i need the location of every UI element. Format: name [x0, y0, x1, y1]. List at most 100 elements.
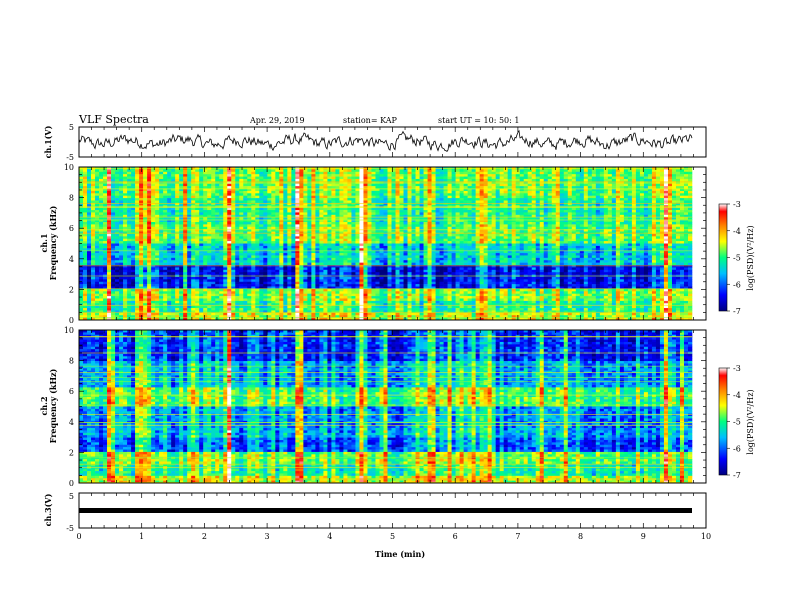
spectrogram-cell	[183, 310, 188, 314]
spectrogram-cell	[355, 300, 360, 304]
spectrogram-cell	[231, 262, 236, 266]
spectrogram-cell	[103, 198, 108, 201]
spectrogram-cell	[235, 176, 240, 180]
spectrogram-cell	[91, 178, 96, 182]
spectrogram-cell	[235, 245, 240, 249]
spectrogram-cell	[347, 190, 352, 194]
spectrogram-cell	[259, 286, 264, 290]
spectrogram-cell	[87, 291, 92, 294]
spectrogram-cell	[223, 174, 228, 177]
spectrogram-cell	[355, 171, 360, 175]
spectrogram-cell	[95, 221, 100, 225]
spectrogram-cell	[103, 312, 108, 316]
spectrogram-cell	[227, 250, 232, 254]
spectrogram-cell	[227, 178, 232, 182]
spectrogram-cell	[151, 186, 156, 189]
spectrogram-cell	[299, 250, 304, 254]
spectrogram-cell	[343, 279, 348, 283]
spectrogram-cell	[375, 291, 380, 294]
spectrogram-cell	[187, 241, 192, 244]
spectrogram-cell	[119, 200, 124, 204]
spectrogram-cell	[103, 186, 108, 189]
spectrogram-cell	[359, 174, 364, 177]
spectrogram-cell	[323, 243, 328, 247]
spectrogram-cell	[299, 303, 304, 306]
spectrogram-cell	[367, 260, 372, 263]
spectrogram-cell	[375, 226, 380, 230]
spectrogram-cell	[259, 183, 264, 187]
spectrogram-cell	[279, 243, 284, 247]
spectrogram-cell	[203, 315, 208, 318]
spectrogram-cell	[251, 183, 256, 187]
spectrogram-cell	[195, 310, 200, 314]
spectrogram-cell	[215, 253, 220, 256]
spectrogram-cell	[295, 310, 300, 314]
spectrogram-cell	[231, 317, 236, 321]
spectrogram-cell	[243, 241, 248, 244]
spectrogram-cell	[375, 281, 380, 285]
spectrogram-cell	[299, 195, 304, 199]
spectrogram-cell	[275, 176, 280, 180]
spectrogram-cell	[371, 255, 376, 259]
spectrogram-cell	[371, 193, 376, 196]
spectrogram-cell	[147, 303, 152, 306]
spectrogram-cell	[335, 303, 340, 306]
spectrogram-cell	[171, 245, 176, 249]
spectrogram-cell	[139, 195, 144, 199]
spectrogram-cell	[95, 312, 100, 316]
spectrogram-cell	[87, 233, 92, 237]
spectrogram-cell	[327, 267, 332, 271]
spectrogram-cell	[363, 188, 368, 192]
spectrogram-cell	[215, 248, 220, 251]
spectrogram-cell	[379, 293, 384, 297]
spectrogram-cell	[231, 281, 236, 285]
spectrogram-cell	[191, 296, 196, 299]
spectrogram-cell	[235, 169, 240, 173]
spectrogram-cell	[227, 257, 232, 261]
spectrogram-cell	[351, 310, 356, 314]
spectrogram-cell	[175, 296, 180, 299]
spectrogram-cell	[155, 279, 160, 283]
spectrogram-cell	[107, 193, 112, 196]
spectrogram-cell	[215, 298, 220, 302]
spectrogram-cell	[295, 221, 300, 225]
spectrogram-cell	[111, 226, 116, 230]
spectrogram-cell	[227, 221, 232, 225]
spectrogram-cell	[99, 265, 104, 268]
spectrogram-cell	[327, 241, 332, 244]
spectrogram-cell	[199, 298, 204, 302]
spectrogram-cell	[127, 217, 132, 220]
spectrogram-cell	[335, 186, 340, 189]
spectrogram-cell	[319, 248, 324, 251]
spectrogram-cell	[255, 253, 260, 256]
spectrogram-cell	[263, 279, 268, 283]
spectrogram-cell	[179, 253, 184, 256]
spectrogram-cell	[247, 276, 252, 280]
spectrogram-cell	[331, 169, 336, 173]
spectrogram-cell	[307, 291, 312, 294]
spectrogram-cell	[83, 312, 88, 316]
spectrogram-cell	[319, 257, 324, 261]
spectrogram-cell	[223, 267, 228, 271]
spectrogram-cell	[379, 236, 384, 240]
spectrogram-cell	[211, 293, 216, 297]
spectrogram-cell	[223, 169, 228, 173]
spectrogram-cell	[99, 298, 104, 302]
spectrogram-cell	[315, 243, 320, 247]
spectrogram-cell	[363, 291, 368, 294]
spectrogram-cell	[127, 219, 132, 223]
spectrogram-cell	[351, 250, 356, 254]
spectrogram-cell	[203, 178, 208, 182]
spectrogram-cell	[151, 202, 156, 206]
spectrogram-cell	[219, 224, 224, 228]
spectrogram-cell	[211, 281, 216, 285]
spectrogram-cell	[123, 241, 128, 244]
spectrogram-cell	[167, 262, 172, 266]
spectrogram-cell	[83, 236, 88, 240]
spectrogram-cell	[339, 224, 344, 228]
spectrogram-cell	[183, 238, 188, 242]
spectrogram-cell	[203, 312, 208, 316]
spectrogram-cell	[263, 281, 268, 285]
spectrogram-cell	[315, 186, 320, 189]
spectrogram-cell	[91, 174, 96, 177]
